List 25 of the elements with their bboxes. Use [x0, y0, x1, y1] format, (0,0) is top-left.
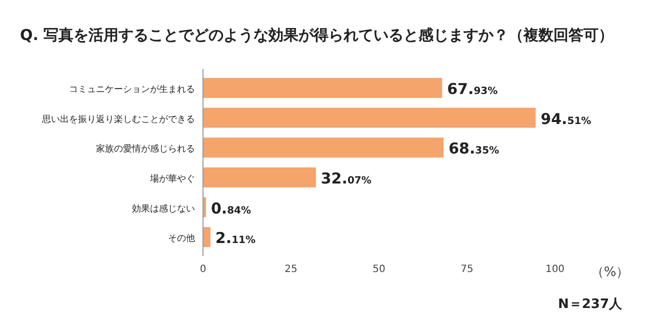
y-tick-label: コミュニケーションが生まれる [69, 84, 195, 95]
x-tick-label: 75 [460, 264, 474, 275]
text: （%） [590, 265, 630, 280]
data-label: 0.84% [210, 199, 252, 218]
x-tick-label: 25 [284, 264, 298, 275]
data-label: 68.35% [448, 140, 500, 158]
x-tick-label: 50 [372, 264, 386, 275]
x-tick-label: 0 [200, 264, 206, 275]
bar [203, 138, 444, 158]
data-label: 94.51% [540, 110, 592, 128]
data-label: 2.11% [215, 229, 256, 248]
bar [203, 78, 442, 98]
chart-title: Q. 写真を活用することでどのような効果が得られていると感じますか？（複数回答可） [20, 26, 614, 44]
y-tick-label: 場が華やぐ [149, 173, 195, 184]
x-tick-label: 100 [545, 264, 565, 275]
y-tick-label: その他 [168, 233, 195, 244]
bar [203, 227, 210, 248]
bar [203, 167, 316, 188]
data-label: 67.93% [447, 80, 498, 98]
y-tick-label: 家族の愛情が感じられる [96, 144, 195, 155]
y-tick-label: 思い出を振り返り楽しむことができる [41, 114, 195, 125]
y-tick-label: 効果は感じない [132, 203, 195, 214]
data-label: 32.07% [320, 169, 372, 188]
text: N＝237人 [558, 297, 623, 312]
bar [203, 108, 536, 128]
